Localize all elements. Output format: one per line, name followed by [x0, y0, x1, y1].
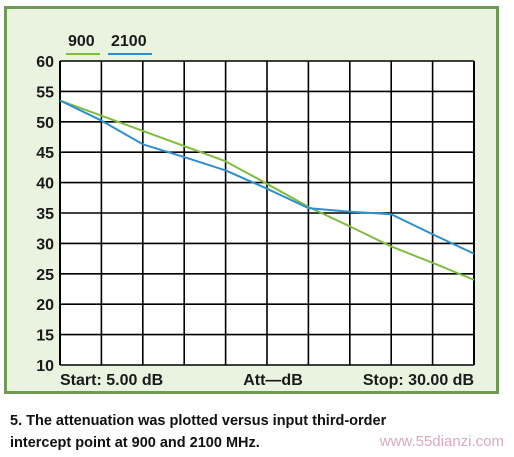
y-tick-label: 10: [36, 358, 54, 375]
x-stop-label: Stop: 30.00 dB: [363, 372, 474, 389]
legend-label-900: 900: [68, 33, 95, 50]
caption-line-2: intercept point at 900 and 2100 MHz.: [10, 435, 260, 451]
legend-line-900: [66, 53, 100, 55]
legend-label-2100: 2100: [111, 33, 147, 50]
y-tick-label: 60: [36, 54, 54, 71]
y-tick-label: 20: [36, 297, 54, 314]
series-line-900: [59, 99, 475, 281]
y-tick-label: 55: [36, 84, 54, 101]
x-axis-label: Att—dB: [243, 372, 303, 389]
y-tick-label: 35: [36, 206, 54, 223]
caption-line-1: 5. The attenuation was plotted versus in…: [10, 413, 387, 429]
line-chart: 60 55 50 45 40 35 30 25 20 15 10 Start: 5.00 dB Att—…: [36, 54, 475, 389]
y-tick-label: 25: [36, 267, 54, 284]
y-tick-label: 50: [36, 115, 54, 132]
series-line-2100: [59, 99, 475, 255]
figure-caption: 5. The attenuation was plotted versus in…: [10, 410, 480, 454]
y-tick-label: 45: [36, 145, 54, 162]
chart-frame: 900 2100 60 55 50 45 40 35 30 25 20 15 10 Start: 5.…: [4, 6, 499, 394]
watermark-text: www.55dianzi.com: [379, 433, 504, 450]
y-tick-label: 30: [36, 236, 54, 253]
legend-line-2100: [108, 53, 152, 55]
y-tick-label: 15: [36, 328, 54, 345]
x-start-label: Start: 5.00 dB: [60, 372, 163, 389]
y-tick-label: 40: [36, 176, 54, 193]
